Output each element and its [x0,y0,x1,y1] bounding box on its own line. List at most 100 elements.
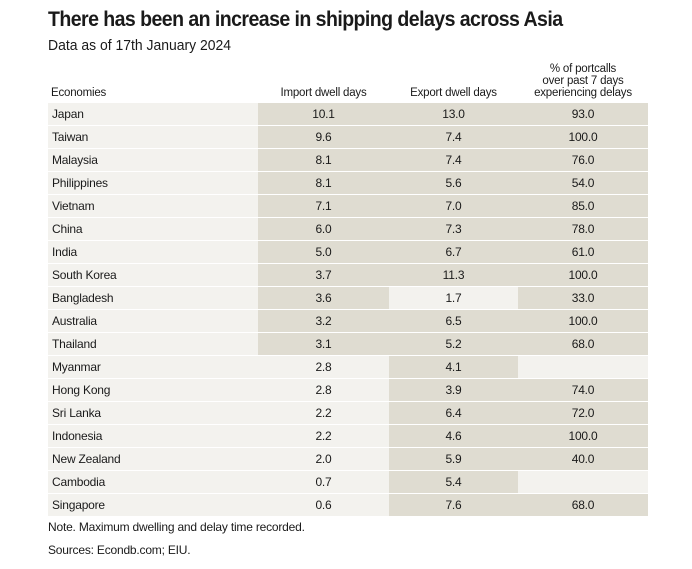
pct-cell: 76.0 [518,147,648,171]
table-row: Myanmar 2.8 4.1 [48,354,648,378]
pct-cell: 68.0 [518,331,648,355]
economy-cell: New Zealand [48,446,258,470]
table-row: Cambodia 0.7 5.4 [48,469,648,493]
import-cell: 2.2 [258,400,389,424]
economy-cell: Hong Kong [48,377,258,401]
pct-cell: 85.0 [518,193,648,217]
table-row: Thailand 3.1 5.2 68.0 [48,331,648,355]
import-cell: 10.1 [258,101,389,125]
header-export: Export dwell days [410,86,497,99]
export-cell: 4.1 [389,354,518,378]
import-cell: 2.8 [258,377,389,401]
pct-cell: 74.0 [518,377,648,401]
export-cell: 4.6 [389,423,518,447]
table-row: Indonesia 2.2 4.6 100.0 [48,423,648,447]
economy-cell: Malaysia [48,147,258,171]
pct-cell: 68.0 [518,492,648,516]
pct-cell: 100.0 [518,262,648,286]
header-economies: Economies [51,86,107,99]
economy-cell: Philippines [48,170,258,194]
table-row: South Korea 3.7 11.3 100.0 [48,262,648,286]
pct-cell: 54.0 [518,170,648,194]
table-row: Sri Lanka 2.2 6.4 72.0 [48,400,648,424]
pct-cell: 40.0 [518,446,648,470]
pct-cell: 100.0 [518,308,648,332]
table-row: Singapore 0.6 7.6 68.0 [48,492,648,516]
import-cell: 6.0 [258,216,389,240]
economy-cell: Cambodia [48,469,258,493]
pct-cell: 33.0 [518,285,648,309]
export-cell: 6.4 [389,400,518,424]
import-cell: 2.8 [258,354,389,378]
import-cell: 3.2 [258,308,389,332]
export-cell: 5.4 [389,469,518,493]
table-row: Taiwan 9.6 7.4 100.0 [48,124,648,148]
economy-cell: Japan [48,101,258,125]
export-cell: 3.9 [389,377,518,401]
import-cell: 2.0 [258,446,389,470]
export-cell: 7.4 [389,124,518,148]
pct-cell: 61.0 [518,239,648,263]
pct-cell: 100.0 [518,124,648,148]
table-row: Hong Kong 2.8 3.9 74.0 [48,377,648,401]
economy-cell: Myanmar [48,354,258,378]
header-pct-line: over past 7 days [542,74,624,87]
header-pct-line: experiencing delays [534,86,632,99]
export-cell: 6.7 [389,239,518,263]
import-cell: 5.0 [258,239,389,263]
table-row: China 6.0 7.3 78.0 [48,216,648,240]
import-cell: 0.6 [258,492,389,516]
import-cell: 8.1 [258,170,389,194]
delays-table: Economies Import dwell days Export dwell… [48,58,648,516]
economy-cell: Taiwan [48,124,258,148]
pct-cell: 72.0 [518,400,648,424]
export-cell: 5.6 [389,170,518,194]
economy-cell: Australia [48,308,258,332]
pct-cell: 100.0 [518,423,648,447]
economy-cell: South Korea [48,262,258,286]
export-cell: 13.0 [389,101,518,125]
import-cell: 3.1 [258,331,389,355]
table-row: Malaysia 8.1 7.4 76.0 [48,147,648,171]
export-cell: 7.0 [389,193,518,217]
import-cell: 8.1 [258,147,389,171]
economy-cell: Thailand [48,331,258,355]
import-cell: 0.7 [258,469,389,493]
export-cell: 5.9 [389,446,518,470]
export-cell: 5.2 [389,331,518,355]
footnote: Note. Maximum dwelling and delay time re… [48,520,305,534]
export-cell: 7.3 [389,216,518,240]
header-pct: % of portcalls over past 7 days experien… [518,58,648,102]
table-row: New Zealand 2.0 5.9 40.0 [48,446,648,470]
export-cell: 6.5 [389,308,518,332]
economy-cell: Indonesia [48,423,258,447]
table-row: Australia 3.2 6.5 100.0 [48,308,648,332]
chart-title: There has been an increase in shipping d… [48,8,563,31]
import-cell: 3.7 [258,262,389,286]
import-cell: 3.6 [258,285,389,309]
import-cell: 9.6 [258,124,389,148]
sources: Sources: Econdb.com; EIU. [48,543,191,557]
economy-cell: China [48,216,258,240]
header-import: Import dwell days [280,86,367,99]
economy-cell: Sri Lanka [48,400,258,424]
export-cell: 11.3 [389,262,518,286]
pct-cell [518,354,648,378]
economy-cell: India [48,239,258,263]
economy-cell: Bangladesh [48,285,258,309]
economy-cell: Vietnam [48,193,258,217]
table-row: Philippines 8.1 5.6 54.0 [48,170,648,194]
table-row: Vietnam 7.1 7.0 85.0 [48,193,648,217]
import-cell: 7.1 [258,193,389,217]
export-cell: 7.6 [389,492,518,516]
table-row: India 5.0 6.7 61.0 [48,239,648,263]
chart-subtitle: Data as of 17th January 2024 [48,37,232,54]
pct-cell: 78.0 [518,216,648,240]
table-row: Japan 10.1 13.0 93.0 [48,101,648,125]
import-cell: 2.2 [258,423,389,447]
table-row: Bangladesh 3.6 1.7 33.0 [48,285,648,309]
header-pct-line: % of portcalls [549,62,617,75]
export-cell: 1.7 [389,285,518,309]
pct-cell [518,469,648,493]
economy-cell: Singapore [48,492,258,516]
